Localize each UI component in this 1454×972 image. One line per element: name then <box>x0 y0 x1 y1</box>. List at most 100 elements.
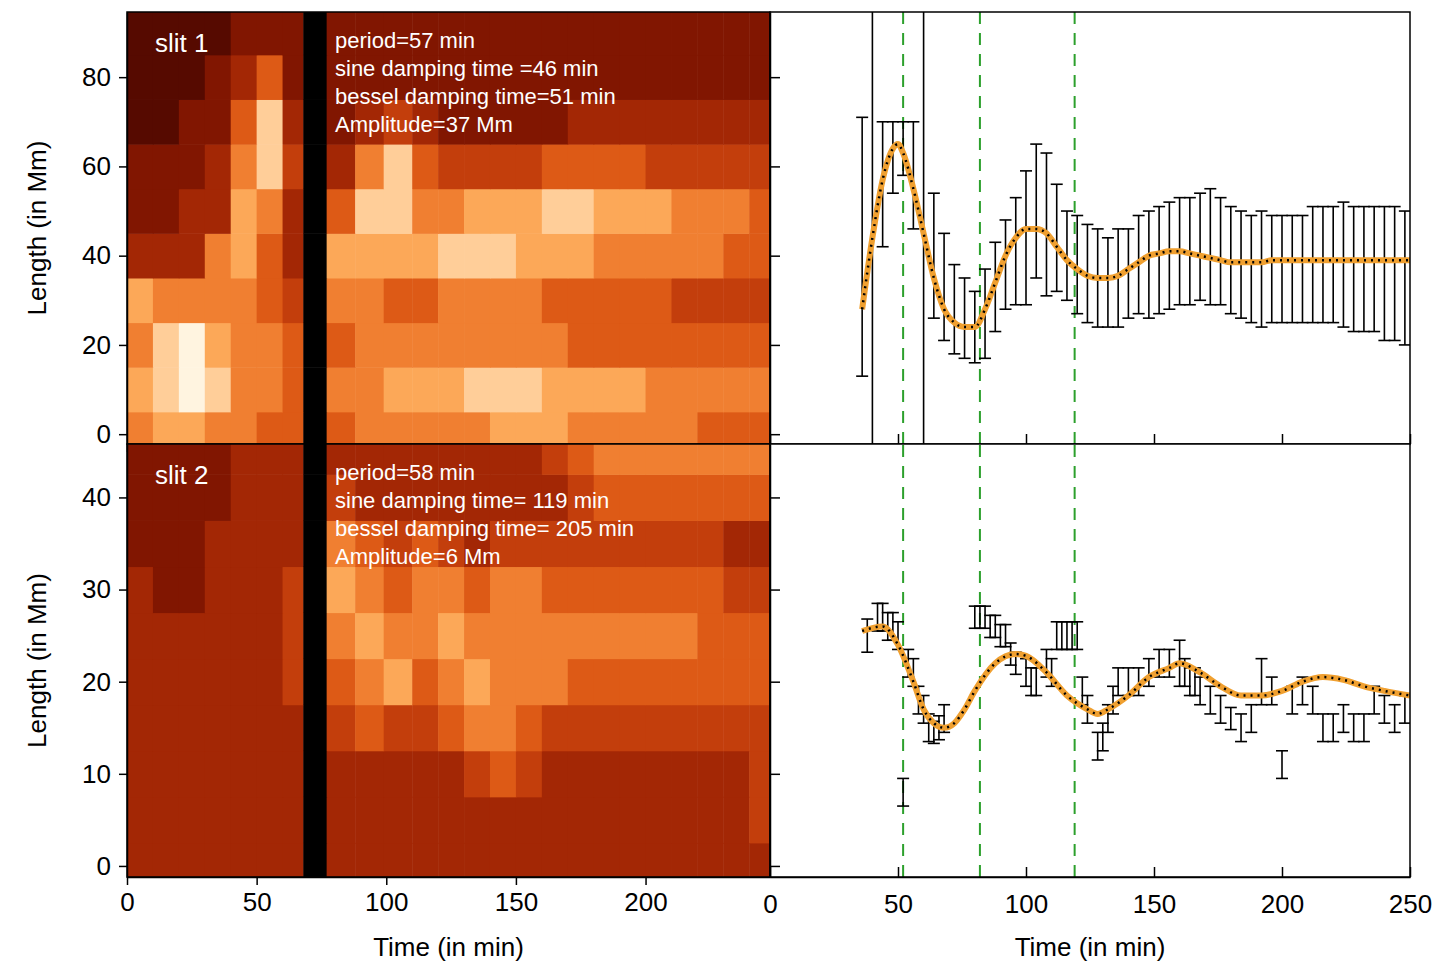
error-bar <box>1040 153 1052 296</box>
error-bar-stem <box>1189 668 1191 696</box>
heatmap-cell <box>620 751 646 798</box>
error-bar-stem <box>892 122 894 193</box>
error-bar-cap <box>1256 210 1268 212</box>
error-bar-cap <box>1378 340 1390 342</box>
error-bar-stem <box>1046 153 1048 296</box>
error-bar-stem <box>1332 207 1334 323</box>
heatmap-cell <box>327 751 356 798</box>
error-bar <box>1025 668 1037 696</box>
heatmap-cell <box>384 412 413 444</box>
heatmap-cell <box>697 444 723 475</box>
heatmap-cell <box>283 55 304 100</box>
tick: 100 <box>1005 867 1048 919</box>
heatmap-cell <box>303 99 327 144</box>
heatmap-cell <box>568 613 594 660</box>
panel <box>770 0 1411 488</box>
tick: 100 <box>365 877 408 917</box>
heatmap-cell <box>490 144 516 189</box>
reference-line <box>979 12 981 444</box>
error-bar-cap <box>1348 206 1360 208</box>
heatmap-cell <box>283 444 304 475</box>
heatmap-cell <box>205 323 231 368</box>
error-bar-stem <box>984 606 986 628</box>
annotation: sine damping time= 119 min <box>335 488 609 513</box>
heatmap-cell <box>355 567 384 614</box>
heatmap-cell <box>355 278 384 323</box>
error-bar-cap <box>1020 685 1032 687</box>
heatmap-cell <box>749 55 770 100</box>
heatmap-cell <box>490 278 516 323</box>
tick-mark <box>119 166 127 168</box>
error-bar <box>1102 238 1114 327</box>
heatmap-cell <box>697 323 723 368</box>
heatmap-cell <box>303 751 327 798</box>
heatmap-cell <box>464 751 490 798</box>
heatmap-cell <box>568 751 594 798</box>
heatmap-cell <box>205 367 231 412</box>
heatmap-cell <box>153 567 179 614</box>
heatmap-cell <box>127 189 153 234</box>
error-bar <box>1337 202 1349 327</box>
error-bar-cap <box>1378 695 1390 697</box>
error-bar-stem <box>1281 216 1283 323</box>
heatmap-cell <box>723 613 749 660</box>
heatmap-cell <box>697 520 723 567</box>
tick-mark <box>770 774 780 776</box>
heatmap-cell <box>384 144 413 189</box>
error-bar-cap <box>877 246 889 248</box>
plot-background <box>127 444 770 877</box>
tick-label: 0 <box>763 889 777 919</box>
heatmap-cell <box>327 797 356 844</box>
error-bar-cap <box>1337 732 1349 734</box>
heatmap-cell <box>620 474 646 521</box>
heatmap-cell <box>646 189 672 234</box>
heatmap-cell <box>542 12 568 55</box>
error-bar <box>1245 705 1257 733</box>
heatmap-cell <box>594 444 620 475</box>
heatmap-cell <box>205 412 231 444</box>
error-bar-stem <box>1066 622 1068 650</box>
heatmap-cell <box>542 751 568 798</box>
heatmap-cell <box>205 99 231 144</box>
error-bar <box>1056 622 1068 650</box>
error-bar-cap <box>1102 237 1114 239</box>
heatmap-cell <box>542 323 568 368</box>
heatmap-cell <box>749 474 770 521</box>
heatmap-cell <box>438 567 464 614</box>
heatmap-cell <box>303 233 327 278</box>
heatmap-cell <box>412 189 438 234</box>
error-bar-stem <box>1056 184 1058 291</box>
heatmap-cell <box>749 323 770 368</box>
heatmap-cell <box>355 705 384 752</box>
heatmap-cell <box>646 99 672 144</box>
heatmap-cell <box>153 412 179 444</box>
heatmap-cell <box>516 705 542 752</box>
tick-label: 200 <box>624 887 667 917</box>
error-bar-cap <box>1102 326 1114 328</box>
tick-mark <box>770 77 780 79</box>
error-bar-stem <box>1035 144 1037 278</box>
error-bar-cap <box>1378 722 1390 724</box>
heatmap-cell <box>516 444 542 475</box>
error-bar-cap <box>938 732 950 734</box>
heatmap-cell <box>723 797 749 844</box>
error-bar <box>1204 189 1216 305</box>
heatmap-cell <box>646 797 672 844</box>
plot-background <box>770 444 1410 877</box>
tick <box>1026 434 1027 444</box>
tick-mark <box>1282 867 1284 877</box>
plot-frame <box>127 444 770 877</box>
error-bar-cap <box>1020 304 1032 306</box>
error-bar-cap <box>1296 215 1308 217</box>
error-bar-cap <box>1307 713 1319 715</box>
heatmap-cell <box>464 705 490 752</box>
error-bar-cap <box>1122 228 1134 230</box>
error-bar <box>1051 622 1063 650</box>
heatmap-cell <box>697 12 723 55</box>
tick: 10 <box>82 759 127 789</box>
error-bar-cap <box>1133 695 1145 697</box>
error-bar <box>974 606 986 628</box>
error-bar <box>948 265 960 354</box>
heatmap-cell <box>594 278 620 323</box>
error-bar-stem <box>1230 707 1232 729</box>
